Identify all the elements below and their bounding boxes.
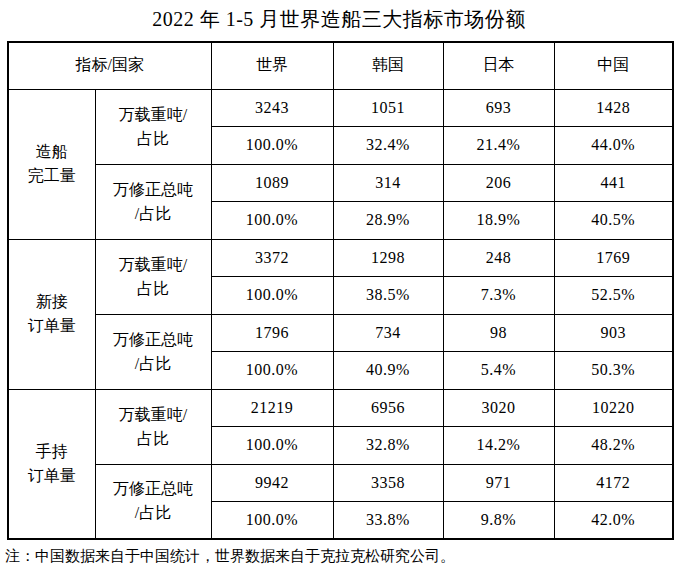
value-cell: 21219 bbox=[211, 389, 333, 427]
value-cell: 10220 bbox=[554, 389, 673, 427]
corner-header-cell: 指标/国家 bbox=[8, 42, 211, 89]
metric-label-cell: 万修正总吨 /占比 bbox=[95, 314, 211, 389]
share-cell: 7.3% bbox=[443, 277, 554, 315]
value-cell: 1298 bbox=[333, 239, 443, 277]
share-cell: 50.3% bbox=[554, 352, 673, 390]
metric-label-line: 万修正总吨 bbox=[96, 178, 211, 202]
metric-label-line: /占比 bbox=[96, 352, 211, 376]
value-cell: 1051 bbox=[333, 89, 443, 127]
metric-label-cell: 万修正总吨 /占比 bbox=[95, 164, 211, 239]
table-row: 新接 订单量 万载重吨/ 占比 3372 1298 248 1769 bbox=[8, 239, 673, 277]
page: 2022 年 1-5 月世界造船三大指标市场份额 指标/国家 世界 韩国 日本 … bbox=[0, 0, 678, 566]
share-cell: 32.8% bbox=[333, 427, 443, 465]
table-row: 造船 完工量 万载重吨/ 占比 3243 1051 693 1428 bbox=[8, 89, 673, 127]
metric-label-line: 万载重吨/ bbox=[96, 103, 211, 127]
share-cell: 5.4% bbox=[443, 352, 554, 390]
share-cell: 40.5% bbox=[554, 202, 673, 240]
page-title: 2022 年 1-5 月世界造船三大指标市场份额 bbox=[0, 0, 678, 33]
group-label-line: 完工量 bbox=[9, 164, 95, 188]
metric-label-cell: 万修正总吨 /占比 bbox=[95, 464, 211, 539]
share-cell: 33.8% bbox=[333, 502, 443, 540]
footnote: 注：中国数据来自于中国统计，世界数据来自于克拉克松研究公司。 bbox=[5, 546, 678, 566]
table-row: 手持 订单量 万载重吨/ 占比 21219 6956 3020 10220 bbox=[8, 389, 673, 427]
share-cell: 100.0% bbox=[211, 502, 333, 540]
share-cell: 100.0% bbox=[211, 352, 333, 390]
group-label-cell: 新接 订单量 bbox=[8, 239, 95, 389]
metric-label-line: /占比 bbox=[96, 501, 211, 525]
group-label-cell: 造船 完工量 bbox=[8, 89, 95, 239]
value-cell: 971 bbox=[443, 464, 554, 502]
share-cell: 28.9% bbox=[333, 202, 443, 240]
group-label-line: 订单量 bbox=[9, 314, 95, 338]
country-header-cell-korea: 韩国 bbox=[333, 42, 443, 89]
value-cell: 9942 bbox=[211, 464, 333, 502]
value-cell: 3358 bbox=[333, 464, 443, 502]
value-cell: 3372 bbox=[211, 239, 333, 277]
value-cell: 1428 bbox=[554, 89, 673, 127]
metric-label-line: 万修正总吨 bbox=[96, 328, 211, 352]
share-cell: 100.0% bbox=[211, 202, 333, 240]
group-label-cell: 手持 订单量 bbox=[8, 389, 95, 539]
metric-label-line: 万载重吨/ bbox=[96, 403, 211, 427]
share-cell: 9.8% bbox=[443, 502, 554, 540]
metric-label-line: 占比 bbox=[96, 277, 211, 301]
value-cell: 4172 bbox=[554, 464, 673, 502]
group-label-line: 手持 bbox=[9, 440, 95, 464]
share-cell: 14.2% bbox=[443, 427, 554, 465]
value-cell: 693 bbox=[443, 89, 554, 127]
table-row: 万修正总吨 /占比 1796 734 98 903 bbox=[8, 314, 673, 352]
metric-label-line: 占比 bbox=[96, 127, 211, 151]
value-cell: 441 bbox=[554, 164, 673, 202]
value-cell: 6956 bbox=[333, 389, 443, 427]
value-cell: 206 bbox=[443, 164, 554, 202]
metric-label-cell: 万载重吨/ 占比 bbox=[95, 239, 211, 314]
value-cell: 1769 bbox=[554, 239, 673, 277]
share-cell: 44.0% bbox=[554, 127, 673, 165]
value-cell: 1089 bbox=[211, 164, 333, 202]
metric-label-line: 万载重吨/ bbox=[96, 253, 211, 277]
group-label-line: 造船 bbox=[9, 140, 95, 164]
share-cell: 32.4% bbox=[333, 127, 443, 165]
group-label-line: 订单量 bbox=[9, 464, 95, 488]
share-cell: 40.9% bbox=[333, 352, 443, 390]
metric-label-cell: 万载重吨/ 占比 bbox=[95, 389, 211, 464]
table-row: 万修正总吨 /占比 9942 3358 971 4172 bbox=[8, 464, 673, 502]
share-cell: 52.5% bbox=[554, 277, 673, 315]
value-cell: 734 bbox=[333, 314, 443, 352]
value-cell: 903 bbox=[554, 314, 673, 352]
value-cell: 1796 bbox=[211, 314, 333, 352]
share-cell: 21.4% bbox=[443, 127, 554, 165]
share-cell: 48.2% bbox=[554, 427, 673, 465]
share-cell: 100.0% bbox=[211, 127, 333, 165]
metric-label-cell: 万载重吨/ 占比 bbox=[95, 89, 211, 164]
country-header-cell-japan: 日本 bbox=[443, 42, 554, 89]
table-row: 万修正总吨 /占比 1089 314 206 441 bbox=[8, 164, 673, 202]
value-cell: 3243 bbox=[211, 89, 333, 127]
share-cell: 38.5% bbox=[333, 277, 443, 315]
table-header-row: 指标/国家 世界 韩国 日本 中国 bbox=[8, 42, 673, 89]
shipbuilding-indicators-table: 指标/国家 世界 韩国 日本 中国 造船 完工量 万载重吨/ 占比 3243 1… bbox=[7, 41, 674, 540]
share-cell: 100.0% bbox=[211, 427, 333, 465]
value-cell: 248 bbox=[443, 239, 554, 277]
country-header-cell-china: 中国 bbox=[554, 42, 673, 89]
group-label-line: 新接 bbox=[9, 290, 95, 314]
share-cell: 18.9% bbox=[443, 202, 554, 240]
share-cell: 100.0% bbox=[211, 277, 333, 315]
value-cell: 98 bbox=[443, 314, 554, 352]
value-cell: 314 bbox=[333, 164, 443, 202]
metric-label-line: 占比 bbox=[96, 427, 211, 451]
value-cell: 3020 bbox=[443, 389, 554, 427]
metric-label-line: 万修正总吨 bbox=[96, 477, 211, 501]
share-cell: 42.0% bbox=[554, 502, 673, 540]
country-header-cell-world: 世界 bbox=[211, 42, 333, 89]
metric-label-line: /占比 bbox=[96, 202, 211, 226]
